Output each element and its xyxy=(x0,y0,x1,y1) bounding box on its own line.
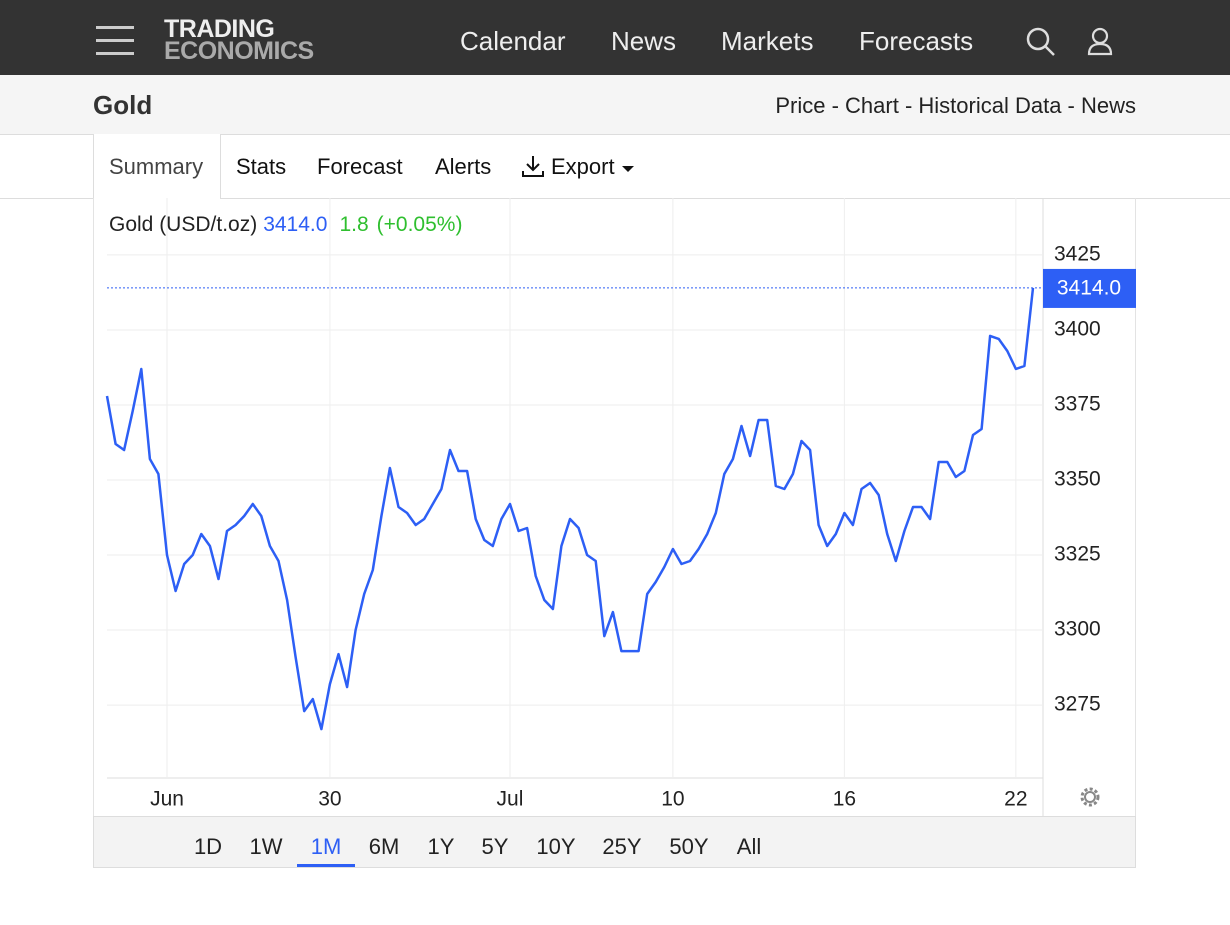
nav-link[interactable]: Forecasts xyxy=(859,26,974,56)
logo-bottom: ECONOMICS xyxy=(164,37,314,65)
y-tick-label: 3375 xyxy=(1054,393,1101,416)
range-button[interactable]: 5Y xyxy=(481,834,509,859)
top-nav: TRADING ECONOMICS Calendar News Markets … xyxy=(0,0,1230,75)
menu-icon[interactable] xyxy=(96,26,136,56)
x-tick-label: Jul xyxy=(497,788,524,811)
tab[interactable]: Forecast xyxy=(317,154,403,179)
x-tick-label: Jun xyxy=(150,788,184,811)
y-tick-label: 3275 xyxy=(1054,693,1101,716)
quote-change-pct: (+0.05%) xyxy=(377,213,463,236)
tab-bar: Summary Stats Forecast Alerts Export xyxy=(0,134,1230,199)
y-tick-label: 3325 xyxy=(1054,543,1101,566)
dropdown-caret xyxy=(622,166,634,172)
breadcrumb[interactable]: Price - Chart - Historical Data - News xyxy=(775,93,1136,118)
range-bar: 1D 1W 1M 6M 1Y 5Y 10Y 25Y 50Y All xyxy=(93,816,1136,868)
tab[interactable]: Export xyxy=(551,154,615,179)
download-icon xyxy=(522,156,544,177)
last-price-label: 3414.0 xyxy=(1057,276,1121,299)
range-button[interactable]: 50Y xyxy=(669,834,709,859)
range-button[interactable]: 1W xyxy=(249,834,283,859)
page-title: Gold xyxy=(93,90,153,120)
settings-icon[interactable] xyxy=(1080,787,1100,807)
range-button[interactable]: 6M xyxy=(368,834,400,859)
range-button[interactable]: 1M xyxy=(310,834,342,859)
quote-change: 1.8 xyxy=(339,213,368,236)
logo-top: TRADING xyxy=(164,15,275,43)
x-tick-label: 16 xyxy=(833,788,856,811)
user-icon[interactable] xyxy=(1086,27,1114,57)
quote-price: 3414.0 xyxy=(263,213,327,236)
range-button[interactable]: 1D xyxy=(193,834,223,859)
logo[interactable]: TRADING ECONOMICS xyxy=(164,15,314,65)
y-tick-label: 3425 xyxy=(1054,242,1101,265)
nav-link[interactable]: Calendar xyxy=(460,26,566,56)
chart: Gold (USD/t.oz) 3414.0 1.8 (+0.05%) 3275 330… xyxy=(105,198,1136,816)
search-icon[interactable] xyxy=(1026,27,1056,57)
nav-link[interactable]: News xyxy=(611,26,677,56)
tab[interactable]: Stats xyxy=(236,154,287,179)
y-tick-label: 3300 xyxy=(1054,618,1101,641)
y-tick-label: 3400 xyxy=(1054,317,1101,340)
quote-line: Gold (USD/t.oz) 3414.0 1.8 (+0.05%) xyxy=(109,213,462,236)
nav-link[interactable]: Markets xyxy=(721,26,814,56)
x-tick-label: 22 xyxy=(1004,788,1027,811)
tab[interactable]: Alerts xyxy=(435,154,492,179)
range-button[interactable]: All xyxy=(736,834,762,859)
x-tick-label: 30 xyxy=(318,788,341,811)
subheader: Gold Price - Chart - Historical Data - N… xyxy=(0,75,1230,135)
x-tick-label: 10 xyxy=(661,788,684,811)
range-button[interactable]: 25Y xyxy=(602,834,642,859)
range-underline xyxy=(297,864,355,867)
active-tab-bg xyxy=(93,134,221,199)
last-price-badge xyxy=(1043,268,1136,308)
tab[interactable]: Summary xyxy=(109,154,204,179)
range-button[interactable]: 1Y xyxy=(427,834,455,859)
quote-name: Gold (USD/t.oz) xyxy=(109,213,257,236)
price-line xyxy=(105,287,1035,731)
range-button[interactable]: 10Y xyxy=(536,834,576,859)
y-tick-label: 3350 xyxy=(1054,468,1101,491)
